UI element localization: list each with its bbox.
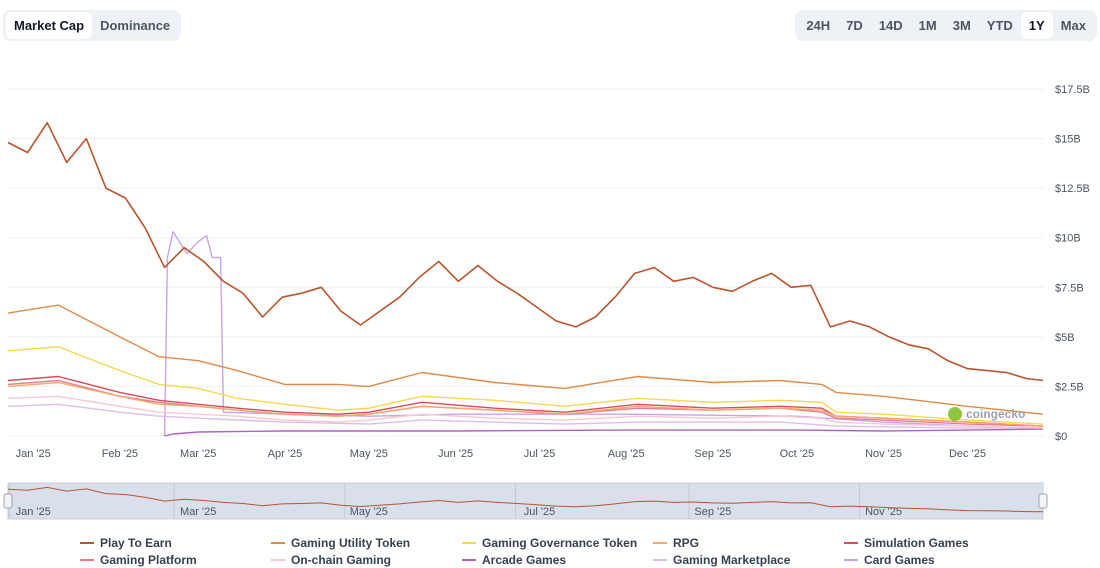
range-7d[interactable]: 7D (846, 18, 863, 33)
legend-swatch (462, 542, 476, 544)
series-line-card-games[interactable] (163, 231, 1044, 437)
x-tick-label: Jan '25 (16, 448, 51, 460)
coingecko-watermark: coingecko (948, 407, 1025, 421)
x-tick-label: May '25 (350, 448, 388, 460)
legend-item-gaming-governance-token[interactable]: Gaming Governance Token (462, 535, 653, 551)
navigator-left-handle[interactable] (3, 493, 13, 509)
x-tick-label: Jul '25 (524, 448, 555, 460)
y-tick-label: $7.5B (1055, 282, 1084, 294)
range-max[interactable]: Max (1060, 18, 1086, 33)
metric-toggle: Market Cap Dominance (3, 10, 182, 41)
legend-item-on-chain-gaming[interactable]: On-chain Gaming (271, 552, 462, 568)
series-line-gaming-governance-token[interactable] (7, 346, 1044, 425)
legend-item-gaming-utility-token[interactable]: Gaming Utility Token (271, 535, 462, 551)
y-tick-label: $17.5B (1055, 84, 1090, 96)
legend-swatch (271, 542, 285, 544)
x-tick-label: Dec '25 (949, 448, 986, 460)
legend-item-arcade-games[interactable]: Arcade Games (462, 552, 653, 568)
legend-swatch (653, 559, 667, 561)
y-tick-label: $10B (1055, 233, 1081, 245)
y-tick-label: $5B (1055, 332, 1075, 344)
tab-market-cap[interactable]: Market Cap (6, 12, 93, 39)
legend-swatch (80, 542, 94, 544)
range-1y[interactable]: 1Y (1020, 12, 1053, 39)
legend-swatch (844, 559, 858, 561)
legend-item-card-games[interactable]: Card Games (844, 552, 1004, 568)
legend-label: Gaming Utility Token (291, 536, 411, 550)
legend-swatch (462, 559, 476, 561)
legend-item-gaming-platform[interactable]: Gaming Platform (80, 552, 271, 568)
x-tick-label: Mar '25 (180, 448, 216, 460)
legend-label: Gaming Governance Token (482, 536, 638, 550)
range-24h[interactable]: 24H (806, 18, 831, 33)
legend-label: Arcade Games (482, 553, 567, 567)
tab-dominance[interactable]: Dominance (100, 18, 171, 33)
navigator-tick-label: May '25 (350, 506, 388, 518)
navigator-tick-label: Sep '25 (694, 506, 731, 518)
y-tick-label: $12.5B (1055, 183, 1090, 195)
range-1m[interactable]: 1M (918, 18, 937, 33)
y-tick-label: $0 (1055, 431, 1067, 443)
legend-swatch (653, 542, 667, 544)
x-tick-label: Nov '25 (865, 448, 902, 460)
series-line-gaming-marketplace[interactable] (7, 403, 1043, 429)
legend-item-simulation-games[interactable]: Simulation Games (844, 535, 1004, 551)
range-14d[interactable]: 14D (878, 18, 903, 33)
legend-label: Card Games (864, 553, 935, 567)
series-line-rpg[interactable] (7, 381, 1044, 427)
y-tick-label: $2.5B (1055, 381, 1084, 393)
legend-label: Simulation Games (864, 536, 969, 550)
legend-label: Gaming Platform (100, 553, 197, 567)
x-tick-label: Sep '25 (694, 448, 731, 460)
legend-item-rpg[interactable]: RPG (653, 535, 844, 551)
series-line-on-chain-gaming[interactable] (7, 395, 1044, 429)
navigator-tick-label: Jul '25 (524, 506, 555, 518)
legend-label: On-chain Gaming (291, 553, 392, 567)
navigator-tick-label: Mar '25 (180, 506, 216, 518)
legend-swatch (271, 559, 285, 561)
navigator-series-line (7, 486, 1044, 513)
svg-text:coingecko: coingecko (966, 407, 1025, 421)
legend-label: Gaming Marketplace (673, 553, 791, 567)
x-tick-label: Feb '25 (102, 448, 138, 460)
x-tick-label: Oct '25 (780, 448, 815, 460)
legend-item-gaming-marketplace[interactable]: Gaming Marketplace (653, 552, 844, 568)
navigator-tick-label: Jan '25 (16, 506, 51, 518)
navigator-right-handle[interactable] (1038, 493, 1048, 509)
legend-item-play-to-earn[interactable]: Play To Earn (80, 535, 271, 551)
x-tick-label: Aug '25 (608, 448, 645, 460)
range-selector: 24H 7D 14D 1M 3M YTD 1Y Max (795, 10, 1097, 41)
series-line-arcade-games[interactable] (164, 428, 1044, 437)
y-tick-label: $15B (1055, 134, 1081, 146)
navigator-tick-label: Nov '25 (865, 506, 902, 518)
series-line-play-to-earn[interactable] (7, 121, 1044, 382)
market-cap-chart: $0 $2.5B $5B $7.5B $10B $12.5B $15B $17.5B Jan '… (3, 84, 1090, 520)
legend-label: Play To Earn (100, 536, 172, 550)
series-line-gaming-utility-token[interactable] (7, 304, 1044, 415)
legend-swatch (80, 559, 94, 561)
legend-label: RPG (673, 536, 700, 550)
legend-swatch (844, 542, 858, 544)
legend: Play To Earn Gaming Utility Token Gaming G… (80, 535, 1080, 568)
range-ytd[interactable]: YTD (986, 18, 1013, 33)
range-3m[interactable]: 3M (952, 18, 971, 33)
x-tick-label: Apr '25 (268, 448, 303, 460)
x-tick-label: Jun '25 (438, 448, 473, 460)
